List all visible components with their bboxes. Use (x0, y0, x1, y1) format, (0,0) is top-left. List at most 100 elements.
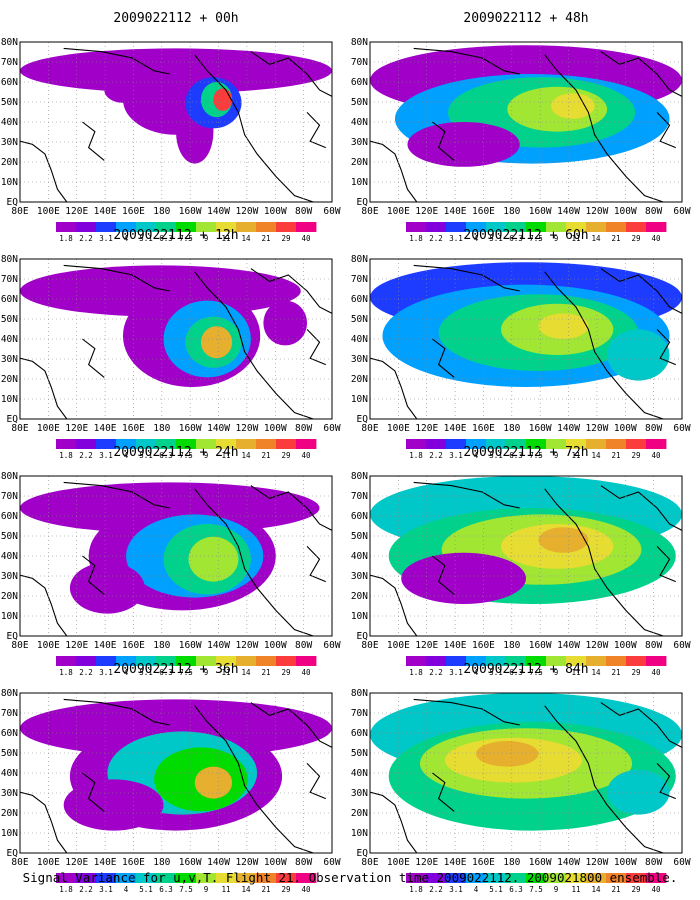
lon-tick-label: 140W (557, 857, 580, 868)
colorbar-label: 1.8 (409, 885, 423, 894)
colorbar-label: 4 (474, 885, 479, 894)
asia-coast (20, 791, 68, 853)
colorbar-label: 5.1 (489, 885, 503, 894)
colorbar-label: 5.1 (489, 234, 503, 243)
colorbar-label: 4 (124, 234, 129, 243)
lon-tick-label: 120W (235, 640, 258, 651)
lat-tick-label: 40N (1, 334, 18, 345)
lat-tick-label: 10N (351, 394, 368, 405)
americas-coast (194, 705, 314, 853)
colorbar-label: 7.5 (179, 885, 193, 894)
colorbar-swatch (76, 873, 97, 883)
siberia-coast (413, 47, 520, 75)
colorbar-label: 29 (281, 668, 290, 677)
japan-coast (432, 772, 455, 812)
colorbar-label: 40 (651, 234, 661, 243)
colorbar-label: 21 (611, 668, 620, 677)
east-coast (656, 763, 676, 800)
lon-tick-label: 140W (207, 206, 230, 217)
lon-tick-label: 160E (472, 206, 495, 217)
east-coast (306, 329, 326, 366)
lon-tick-label: 120E (415, 206, 438, 217)
colorbar-swatch (626, 656, 647, 666)
lon-tick-label: 120E (415, 640, 438, 651)
lon-tick-label: 80E (361, 206, 378, 217)
americas-coast (194, 54, 314, 202)
colorbar-swatch (216, 222, 237, 232)
colorbar-label: 11 (221, 885, 230, 894)
lat-tick-label: 80N (1, 688, 18, 699)
colorbar-swatch (546, 656, 567, 666)
variance-field (370, 693, 682, 831)
lon-tick-label: 80W (295, 423, 312, 434)
colorbar-swatch (216, 873, 237, 883)
siberia-coast (413, 698, 520, 726)
canada-coast (250, 51, 332, 97)
lon-tick-label: 140E (444, 206, 467, 217)
colorbar-swatch (196, 439, 217, 449)
colorbar-swatch (526, 873, 547, 883)
americas-coast (544, 271, 664, 419)
colorbar-swatch (256, 873, 277, 883)
lat-tick-label: 30N (1, 571, 18, 582)
panel-title: 2009022112 + 48h (463, 11, 588, 26)
map-frame (19, 41, 333, 203)
lon-tick-label: 80W (295, 857, 312, 868)
panel-title: 2009022112 + 72h (463, 445, 588, 460)
colorbar-swatch (196, 873, 217, 883)
colorbar-swatch (116, 656, 137, 666)
lat-tick-label: 50N (1, 748, 18, 759)
colorbar-swatch (236, 873, 257, 883)
colorbar-swatch (276, 873, 297, 883)
colorbar-swatch (566, 222, 587, 232)
americas-coast (544, 54, 664, 202)
colorbar-label: 40 (651, 885, 661, 894)
colorbar-label: 4 (474, 451, 479, 460)
colorbar-swatch (216, 439, 237, 449)
colorbar-swatch (116, 873, 137, 883)
colorbar-label: 40 (301, 668, 311, 677)
graticule (370, 259, 682, 419)
colorbar-swatch (406, 873, 427, 883)
colorbar-swatch (466, 873, 487, 883)
colorbar-swatch (566, 656, 587, 666)
colorbar-label: 5.1 (489, 668, 503, 677)
japan-coast (82, 338, 105, 378)
lon-tick-label: 160E (122, 857, 145, 868)
colorbar-label: 7.5 (179, 451, 193, 460)
colorbar-swatch (156, 656, 177, 666)
lat-tick-label: EQ (7, 848, 19, 859)
colorbar-swatch (646, 656, 667, 666)
colorbar-label: 7.5 (529, 234, 543, 243)
graticule (20, 42, 332, 202)
canada-coast (250, 702, 332, 748)
lon-tick-label: 100E (387, 423, 410, 434)
colorbar-label: 11 (221, 668, 230, 677)
lon-tick-label: 80E (361, 640, 378, 651)
lat-tick-label: 50N (351, 748, 368, 759)
colorbar-label: 11 (571, 885, 580, 894)
colorbar-swatch (56, 439, 77, 449)
colorbar-label: 1.8 (409, 668, 423, 677)
asia-coast (20, 574, 68, 636)
lon-tick-label: 80E (361, 423, 378, 434)
americas-coast (544, 705, 664, 853)
asia-coast (20, 140, 68, 202)
lat-tick-label: 80N (351, 471, 368, 482)
colorbar-swatch (296, 656, 317, 666)
map-panel: 2009022112 + 48h 80E 100E 120E 140E 160E 180 16… (351, 11, 691, 243)
colorbar-swatch (586, 656, 607, 666)
colorbar-swatch (256, 656, 277, 666)
colorbar-swatch (196, 656, 217, 666)
canada-coast (250, 268, 332, 314)
colorbar-swatch (466, 439, 487, 449)
colorbar-label: 1.8 (409, 234, 423, 243)
colorbar-swatch (96, 873, 117, 883)
lon-tick-label: 80W (295, 640, 312, 651)
colorbar-swatch (506, 439, 527, 449)
lat-tick-label: 10N (1, 177, 18, 188)
colorbar-swatch (156, 222, 177, 232)
lat-tick-label: 20N (1, 591, 18, 602)
colorbar-swatch (426, 439, 447, 449)
lon-tick-label: 140W (207, 423, 230, 434)
